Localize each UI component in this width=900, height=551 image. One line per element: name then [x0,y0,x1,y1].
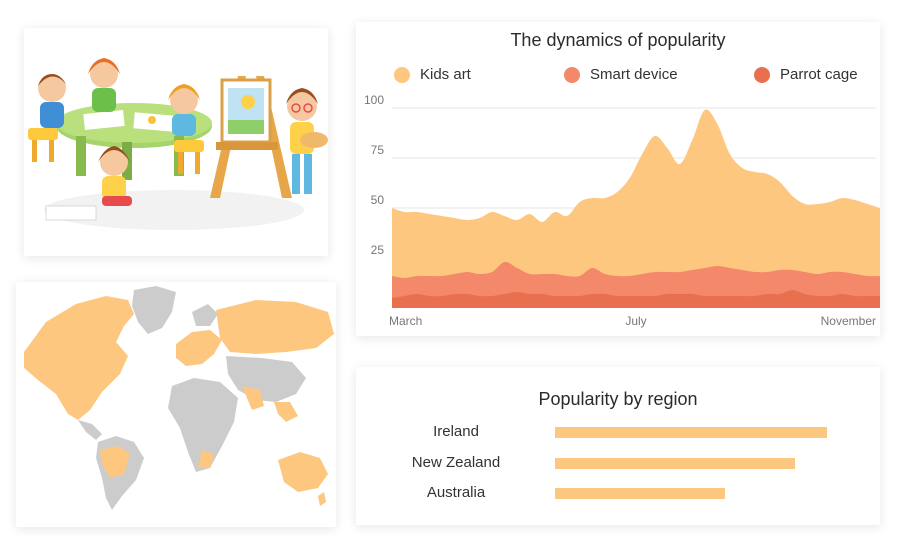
legend-label-kids-art: Kids art [420,66,471,83]
popularity-area-chart: 25 50 75 100 March July November [364,93,880,328]
legend-item-parrot-cage[interactable]: Parrot cage [754,66,858,83]
legend-dot-parrot-cage [754,66,770,83]
region-row-new-zealand: New Zealand [356,453,880,473]
region-bar-australia [555,488,725,499]
legend-item-kids-art[interactable]: Kids art [394,66,471,83]
y-tick-label-25: 25 [371,243,385,257]
legend-dot-smart-device [564,66,580,83]
x-tick-label-november: November [821,314,876,328]
region-bar-ireland [555,427,827,438]
region-row-ireland: Ireland [356,422,880,442]
popularity-by-region-card: Popularity by region Ireland New Zealand… [356,367,880,525]
region-row-australia: Australia [356,483,880,503]
y-tick-label-75: 75 [371,143,385,157]
x-tick-label-july: July [625,314,646,328]
chart-axis-labels: 25 50 75 100 March July November [364,93,876,328]
region-label-new-zealand: New Zealand [411,454,501,471]
dynamics-chart-title: The dynamics of popularity [510,30,726,50]
kids-art-illustration-card [24,28,328,256]
x-tick-label-march: March [389,314,422,328]
region-chart-title: Popularity by region [538,389,698,409]
legend-dot-kids-art [394,66,410,83]
legend-item-smart-device[interactable]: Smart device [564,66,678,83]
y-tick-label-100: 100 [364,93,384,107]
world-map-illustration [24,286,334,510]
region-label-ireland: Ireland [433,423,479,440]
legend-label-parrot-cage: Parrot cage [780,66,858,83]
area-series-parrot-cage [392,290,880,308]
region-bar-new-zealand [555,458,795,469]
y-tick-label-50: 50 [371,193,385,207]
region-label-australia: Australia [426,484,486,501]
chart-areas [392,109,880,308]
world-map-card [16,282,336,527]
area-series-kids-art [392,109,880,308]
popularity-dynamics-card: The dynamics of popularity Kids art Smar… [356,22,880,336]
legend-label-smart-device: Smart device [590,66,678,83]
kids-painting-illustration [28,58,328,230]
